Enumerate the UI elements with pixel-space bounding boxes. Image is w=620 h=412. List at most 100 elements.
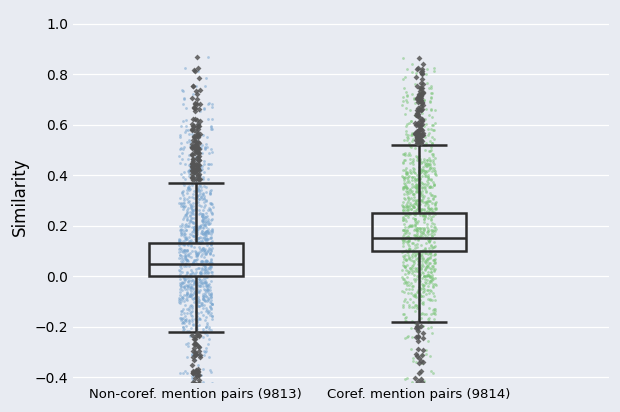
Point [198,365,208,372]
Point [429,127,439,133]
Point [199,297,209,304]
Point [404,302,414,308]
Point [401,206,410,213]
Point [190,229,200,236]
Point [415,88,425,94]
Point [202,258,212,264]
Point [397,185,407,192]
Point [200,232,210,238]
Point [422,66,432,72]
Point [180,222,190,228]
Point [423,283,433,290]
Point [427,89,436,96]
Point [417,70,427,77]
Point [422,168,432,175]
Point [207,211,217,217]
Point [194,276,204,282]
Point [195,223,205,229]
Point [194,372,204,379]
Point [410,236,420,242]
Point [202,320,212,326]
Bar [149,243,242,276]
Point [205,199,215,206]
Point [187,332,197,338]
Point [423,204,433,210]
Point [426,143,436,150]
Point [192,383,202,389]
Point [420,134,430,140]
Point [195,164,205,171]
Point [197,372,206,379]
Point [185,162,195,168]
Point [179,284,189,291]
Point [197,186,206,193]
Point [185,292,195,298]
Point [175,245,185,252]
Point [407,286,417,293]
Point [182,214,192,220]
Point [192,144,202,150]
Point [397,159,407,165]
Point [431,206,441,213]
Point [419,285,429,292]
Point [409,174,419,180]
Point [424,238,434,244]
Point [176,262,186,268]
Point [193,171,203,178]
Point [190,228,200,234]
Point [404,203,414,210]
Point [407,187,417,194]
Point [200,230,210,237]
Point [194,344,204,350]
Point [422,287,432,293]
Point [203,281,213,288]
Point [407,69,417,75]
Point [430,205,440,212]
Point [194,157,204,163]
Point [405,201,415,208]
Point [198,312,208,318]
Point [412,324,422,330]
Point [420,160,430,167]
Point [191,309,201,316]
Point [420,257,430,264]
Point [202,234,211,241]
Point [422,272,432,279]
Point [181,226,191,233]
Point [187,210,197,217]
Point [420,116,430,123]
Point [189,227,199,234]
Point [409,303,419,310]
Point [399,276,409,283]
Point [179,214,189,221]
Point [184,131,193,138]
Point [428,179,438,186]
Point [425,205,435,212]
Point [198,224,208,230]
Point [422,260,432,267]
Point [190,290,200,296]
Point [193,145,203,151]
Point [418,90,428,96]
Point [206,242,216,249]
Point [180,212,190,218]
Point [412,134,422,140]
Point [188,66,198,73]
Point [185,309,195,316]
Point [186,202,196,208]
Point [428,283,438,289]
Point [404,234,414,240]
Point [425,99,435,105]
Point [428,122,438,129]
Point [187,351,197,358]
Point [411,153,421,159]
Point [413,325,423,331]
Point [401,267,411,273]
Point [193,121,203,127]
Point [424,234,434,241]
Point [191,370,201,377]
Point [402,92,412,98]
Point [202,235,211,242]
Point [200,316,210,323]
Point [195,316,205,322]
